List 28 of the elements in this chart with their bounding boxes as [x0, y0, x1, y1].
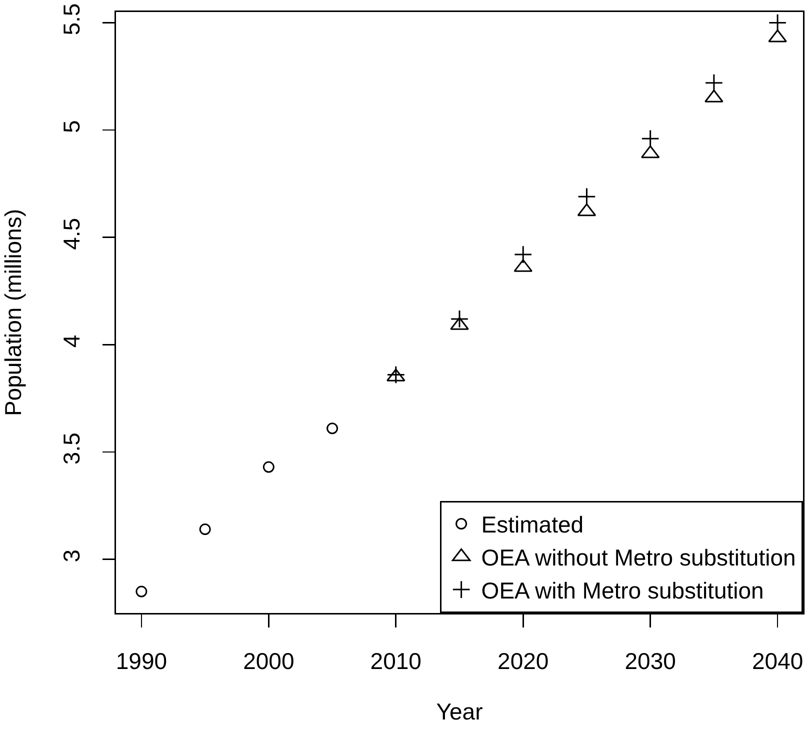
- legend-label: OEA with Metro substitution: [481, 578, 764, 604]
- y-tick-label: 3: [58, 549, 84, 562]
- y-tick-label: 4.5: [58, 218, 84, 250]
- y-axis-title: Population (millions): [0, 208, 26, 416]
- point: [514, 245, 532, 264]
- x-tick-label: 2040: [752, 648, 804, 674]
- point: [768, 14, 787, 32]
- point: [704, 74, 724, 92]
- y-tick-label: 3.5: [58, 432, 84, 465]
- y-tick-label: 5.5: [58, 3, 84, 36]
- x-tick-label: 2000: [243, 648, 294, 674]
- legend-label: Estimated: [481, 512, 584, 538]
- x-tick-label: 2030: [624, 648, 676, 674]
- point: [262, 461, 274, 473]
- point: [199, 524, 211, 536]
- y-tick-label: 4: [58, 334, 84, 348]
- point: [578, 187, 596, 206]
- point: [450, 310, 469, 328]
- point: [641, 129, 660, 148]
- x-tick-label: 1990: [116, 648, 168, 674]
- x-axis-title: Year: [436, 698, 484, 724]
- x-tick-label: 2020: [498, 648, 549, 674]
- x-tick-label: 2010: [370, 648, 422, 674]
- point: [136, 586, 148, 598]
- point: [326, 422, 338, 434]
- point: [386, 366, 406, 384]
- y-tick-label: 5: [58, 120, 84, 133]
- legend-label: OEA without Metro substitution: [481, 544, 796, 571]
